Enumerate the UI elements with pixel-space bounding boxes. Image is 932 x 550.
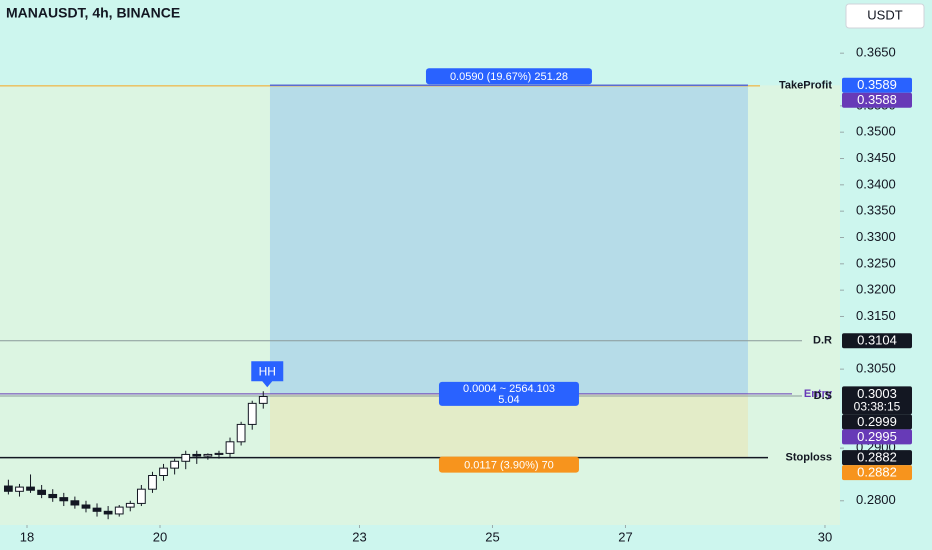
candle-body: [125, 502, 135, 508]
level-label: Entry: [804, 388, 833, 400]
candle-body: [15, 486, 24, 492]
target-label-box: [425, 68, 592, 85]
candle-body: [148, 475, 157, 490]
y-tick-label: 0.3400: [856, 176, 896, 191]
candle-body: [181, 453, 191, 462]
x-tick-label: 25: [485, 529, 499, 544]
x-tick-label: 18: [20, 529, 34, 544]
entry-label: 5.04: [498, 394, 519, 406]
x-tick-label: 30: [818, 529, 832, 544]
price-label: 0.3104: [857, 333, 897, 348]
candle-body: [236, 423, 246, 443]
target-label: 0.0590 (19.67%) 251.28: [450, 71, 568, 83]
candle-body: [114, 506, 124, 515]
candle-body: [92, 507, 102, 512]
x-tick-label: 20: [153, 529, 167, 544]
candle-body: [192, 453, 202, 457]
price-label: 0.3588: [857, 92, 897, 107]
y-tick-label: 0.3300: [856, 229, 896, 244]
chart-title: MANAUSDT, 4h, BINANCE: [6, 5, 180, 21]
entry-label-box: [438, 381, 579, 406]
currency-box[interactable]: [845, 3, 925, 29]
candle-body: [170, 460, 180, 469]
y-tick-label: 0.3500: [856, 124, 896, 139]
y-tick-label: 0.2800: [856, 492, 896, 507]
candle-body: [214, 452, 224, 455]
stop-label-box: [438, 456, 579, 473]
candle-body: [26, 486, 35, 491]
entry-label: 0.0004 ~ 2564.103: [463, 383, 555, 395]
y-tick-label: 0.3450: [856, 150, 896, 165]
price-label-box: [842, 429, 912, 445]
candle-body: [37, 489, 47, 495]
candle-body: [48, 493, 58, 499]
price-label: 0.2995: [857, 429, 897, 444]
price-label-box: [842, 77, 912, 93]
candle-body: [70, 500, 80, 506]
price-label-box: [842, 450, 912, 466]
candle-body: [3, 485, 13, 492]
x-tick-label: 23: [352, 529, 366, 544]
candle-body: [258, 396, 268, 404]
price-label: 0.2882: [857, 465, 897, 480]
y-tick-label: 0.3350: [856, 203, 896, 218]
candle-body: [247, 402, 257, 425]
annotation-callout: [251, 361, 284, 388]
level-label: Stoploss: [786, 452, 832, 464]
y-tick-label: 0.3050: [856, 361, 896, 376]
level-label: D.R: [813, 335, 832, 347]
candle-body: [136, 488, 146, 504]
price-label-box: [842, 465, 912, 481]
stop-label: 0.0117 (3.90%) 70: [464, 460, 554, 472]
countdown: 03:38:15: [854, 400, 901, 414]
level-label: TakeProfit: [779, 80, 832, 92]
target-zone: [269, 85, 748, 394]
candle-body: [81, 504, 91, 509]
price-label-box: [842, 386, 912, 415]
plot: 0.36500.35500.35000.34500.34000.33500.33…: [0, 45, 912, 544]
price-label: 0.2999: [857, 414, 897, 429]
candle-body: [59, 497, 69, 502]
price-label-box: [842, 333, 912, 349]
price-label-box: [842, 414, 912, 430]
y-tick-label: 0.3250: [856, 255, 896, 270]
candle-body: [103, 510, 113, 515]
annotation: HH: [259, 364, 276, 378]
candle-body: [203, 453, 213, 457]
price-label: 0.3589: [857, 77, 897, 92]
level-label: D.S: [814, 390, 832, 402]
candle-body: [159, 467, 168, 477]
price-label-box: [842, 92, 912, 108]
x-tick-label: 27: [618, 529, 632, 544]
price-label: 0.2882: [857, 450, 897, 465]
price-label: 0.3003: [857, 386, 897, 401]
y-tick-label: 0.3650: [856, 45, 896, 60]
y-tick-label: 0.3200: [856, 282, 896, 297]
currency[interactable]: USDT: [867, 7, 902, 22]
candle-body: [225, 441, 235, 454]
y-tick-label: 0.3150: [856, 308, 896, 323]
